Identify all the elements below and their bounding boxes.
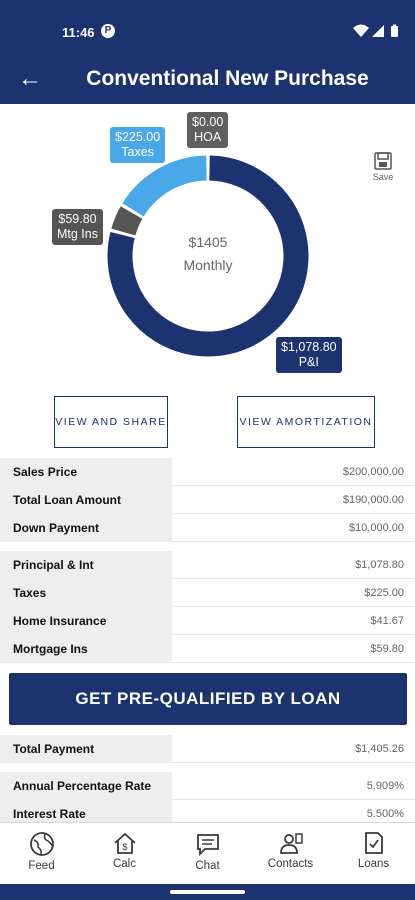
- globe-icon: [29, 832, 54, 856]
- row-value: $10,000.00: [172, 514, 415, 542]
- donut-slice-p-i: [107, 155, 309, 357]
- hoa-callout-label: HOA: [194, 130, 222, 144]
- tab-calc[interactable]: $ Calc: [83, 823, 166, 885]
- mtg-ins-callout-label: Mtg Ins: [57, 227, 98, 241]
- row-label: Annual Percentage Rate: [0, 772, 172, 800]
- signal-icon: [372, 25, 384, 37]
- tab-label: Chat: [195, 860, 220, 872]
- taxes-callout-label: Taxes: [121, 145, 154, 159]
- tab-feed[interactable]: Feed: [0, 823, 83, 885]
- tab-chat[interactable]: Chat: [166, 823, 249, 885]
- save-icon: [374, 152, 392, 170]
- mtg-ins-callout: $59.80 Mtg Ins: [52, 209, 103, 245]
- row-label: Total Loan Amount: [0, 486, 172, 514]
- save-label: Save: [372, 172, 394, 182]
- tab-label: Loans: [357, 858, 390, 870]
- row-label: Sales Price: [0, 458, 172, 486]
- view-and-share-button[interactable]: VIEW AND SHARE: [54, 396, 168, 448]
- tab-label: Calc: [112, 858, 136, 870]
- document-check-icon: [364, 832, 383, 854]
- pi-callout-value: $1,078.80: [281, 340, 337, 354]
- table-row: Mortgage Ins $59.80: [0, 635, 415, 663]
- mtg-ins-callout-value: $59.80: [58, 212, 97, 226]
- row-value: $41.67: [172, 607, 415, 635]
- wifi-icon: [353, 24, 369, 37]
- chat-icon: [196, 834, 219, 857]
- taxes-callout: $225.00 Taxes: [110, 127, 166, 163]
- view-amortization-button[interactable]: VIEW AMORTIZATION: [237, 396, 375, 448]
- row-label: Total Payment: [0, 735, 172, 763]
- donut-chart: $1405 Monthly: [107, 155, 309, 357]
- notification-icon: P: [101, 24, 115, 38]
- row-value: $225.00: [172, 579, 415, 607]
- row-label: Home Insurance: [0, 607, 172, 635]
- battery-icon: [391, 24, 398, 37]
- system-nav-bar: [0, 884, 415, 900]
- status-bar: 11:46 P: [0, 0, 415, 58]
- home-handle[interactable]: [170, 890, 245, 894]
- page-title: Conventional New Purchase: [86, 67, 369, 90]
- row-label: Down Payment: [0, 514, 172, 542]
- taxes-callout-value: $225.00: [115, 130, 161, 144]
- row-label: Mortgage Ins: [0, 635, 172, 663]
- table-row: Taxes $225.00: [0, 579, 415, 607]
- total-payment-row: Total Payment $1,405.26: [0, 735, 415, 763]
- center-value: $1405: [189, 234, 228, 250]
- hoa-callout: $0.00 HOA: [187, 112, 229, 148]
- table-row: Home Insurance $41.67: [0, 607, 415, 635]
- payment-chart: $1405 Monthly: [0, 104, 415, 404]
- tab-contacts[interactable]: Contacts: [249, 823, 332, 885]
- tab-loans[interactable]: Loans: [332, 823, 415, 885]
- bottom-tab-bar: Feed $ Calc Chat Contacts Loans: [0, 822, 415, 885]
- row-label: Principal & Int: [0, 551, 172, 579]
- row-value: 5.909%: [172, 772, 415, 800]
- row-value: $200,000.00: [172, 458, 415, 486]
- row-value: $59.80: [172, 635, 415, 663]
- table-row: Sales Price $200,000.00: [0, 458, 415, 486]
- hoa-callout-value: $0.00: [192, 115, 224, 129]
- table-row: Annual Percentage Rate 5.909%: [0, 772, 415, 800]
- table-row: Total Loan Amount $190,000.00: [0, 486, 415, 514]
- row-value: $1,078.80: [172, 551, 415, 579]
- system-icons: [353, 24, 401, 43]
- row-value: $190,000.00: [172, 486, 415, 514]
- pi-callout: $1,078.80 P&I: [276, 337, 342, 373]
- house-dollar-icon: $: [113, 832, 136, 854]
- get-pre-qualified-button[interactable]: GET PRE-QUALIFIED BY LOAN: [9, 673, 407, 725]
- status-time: 11:46: [62, 25, 95, 40]
- row-label: Taxes: [0, 579, 172, 607]
- center-label: Monthly: [183, 257, 232, 273]
- back-arrow-icon[interactable]: ←: [18, 65, 42, 92]
- svg-text:$: $: [122, 842, 127, 852]
- donut-slice-taxes: [122, 155, 208, 217]
- tab-label: Feed: [28, 860, 55, 872]
- donut-slice-mtg-ins: [111, 206, 143, 236]
- save-button[interactable]: Save: [368, 152, 398, 182]
- pi-callout-label: P&I: [298, 355, 319, 369]
- app-bar: ← Conventional New Purchase: [0, 58, 415, 104]
- tab-label: Contacts: [267, 858, 314, 870]
- row-value: $1,405.26: [172, 735, 415, 763]
- table-row: Principal & Int $1,078.80: [0, 551, 415, 579]
- contacts-icon: [279, 833, 303, 854]
- table-row: Down Payment $10,000.00: [0, 514, 415, 542]
